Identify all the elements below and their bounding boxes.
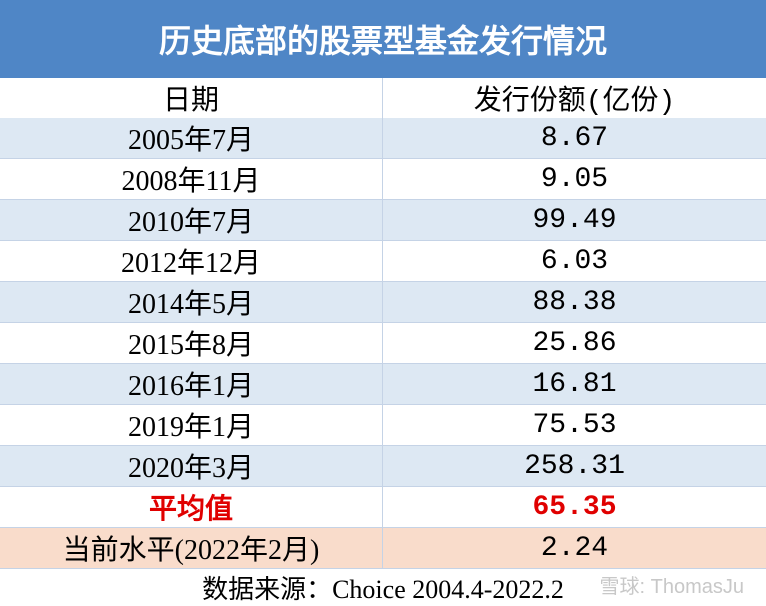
table-cell: 2015年8月: [0, 323, 383, 363]
table-row: 2012年12月 6.03: [0, 241, 766, 282]
table-row: 日期 发行份额(亿份): [0, 78, 766, 119]
table-row: 2014年5月 88.38: [0, 282, 766, 323]
table-row: 2005年7月 8.67: [0, 118, 766, 159]
table-cell: 8.67: [540, 122, 609, 154]
table-cell: 16.81: [532, 368, 617, 400]
table-cell: 2014年5月: [0, 282, 383, 322]
title: 历史底部的股票型基金发行情况: [0, 0, 766, 78]
table-cell: 当前水平(2022年2月): [0, 528, 383, 568]
table-cell: 发行份额(亿份): [473, 87, 676, 118]
table-row: 2020年3月 258.31: [0, 446, 766, 487]
table-cell: 9.05: [540, 163, 609, 195]
table-cell: 2010年7月: [0, 200, 383, 240]
table-cell: 75.53: [532, 409, 617, 441]
table-row: 2010年7月 99.49: [0, 200, 766, 241]
table-cell: 99.49: [532, 204, 617, 236]
table-row: 2015年8月 25.86: [0, 323, 766, 364]
table-cell: 平均值: [0, 487, 383, 527]
table-cell: 65.35: [532, 491, 617, 523]
table-cell: 2020年3月: [0, 446, 383, 486]
table-cell: 25.86: [532, 327, 617, 359]
table-cell: 2012年12月: [0, 241, 383, 281]
source: 数据来源：Choice 2004.4-2022.2: [202, 574, 564, 604]
table-cell: 日期: [0, 78, 383, 118]
table-row: 2016年1月 16.81: [0, 364, 766, 405]
table-cell: 2016年1月: [0, 364, 383, 404]
table-row: 2008年11月 9.05: [0, 159, 766, 200]
table-cell: 258.31: [524, 450, 625, 482]
table-cell: 2.24: [540, 532, 609, 564]
table-cell: 2005年7月: [0, 118, 383, 158]
table-cell: 2008年11月: [0, 159, 383, 199]
watermark: 雪球: ThomasJu: [599, 576, 744, 598]
table-row: 当前水平(2022年2月) 2.24: [0, 528, 766, 569]
table-cell: 6.03: [540, 245, 609, 277]
table-row: 平均值 65.35: [0, 487, 766, 528]
table-row: 2019年1月 75.53: [0, 405, 766, 446]
table-cell: 88.38: [532, 286, 617, 318]
table-cell: 2019年1月: [0, 405, 383, 445]
